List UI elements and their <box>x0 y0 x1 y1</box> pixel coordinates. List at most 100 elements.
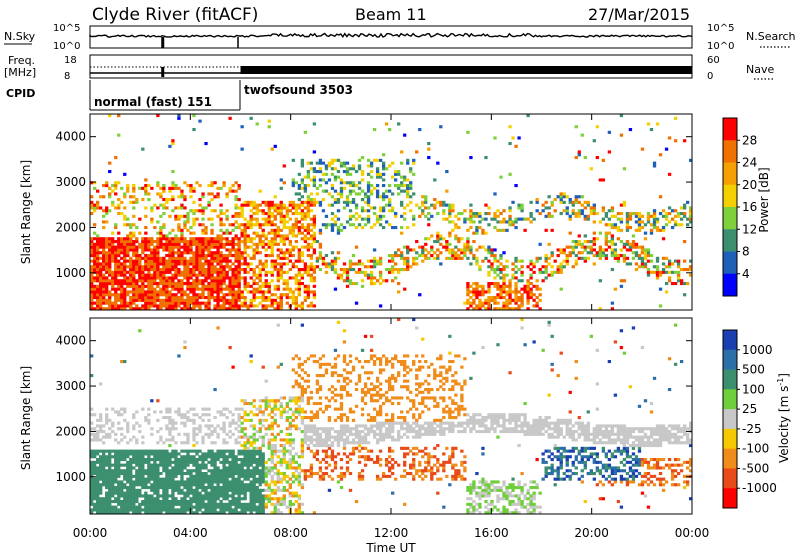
heatmap-cell <box>288 209 292 213</box>
heatmap-cell <box>478 226 482 230</box>
heatmap-cell <box>174 234 178 238</box>
heatmap-cell <box>219 469 223 473</box>
heatmap-cell <box>264 497 268 501</box>
heatmap-cell <box>222 413 226 417</box>
heatmap-cell <box>499 293 503 297</box>
heatmap-cell <box>252 474 256 478</box>
heatmap-cell <box>231 268 235 272</box>
heatmap-cell <box>372 262 377 266</box>
heatmap-cell <box>261 265 265 269</box>
heatmap-cell <box>174 245 178 249</box>
heatmap-cell <box>514 184 518 188</box>
heatmap-cell <box>120 296 124 300</box>
heatmap-cell <box>646 212 651 216</box>
heatmap-cell <box>345 284 350 288</box>
heatmap-cell <box>180 474 184 478</box>
heatmap-cell <box>234 189 238 193</box>
heatmap-cell <box>327 192 332 196</box>
heatmap-cell <box>150 304 154 308</box>
heatmap-cell <box>183 466 187 470</box>
heatmap-cell <box>243 452 247 456</box>
heatmap-cell <box>279 220 283 224</box>
heatmap-cell <box>318 251 323 255</box>
heatmap-cell <box>138 474 142 478</box>
heatmap-cell <box>210 452 214 456</box>
heatmap-cell <box>96 508 100 512</box>
heatmap-cell <box>369 273 374 277</box>
heatmap-cell <box>93 209 97 213</box>
heatmap-cell <box>288 268 292 272</box>
heatmap-cell <box>174 466 178 470</box>
heatmap-cell <box>318 161 323 165</box>
heatmap-cell <box>120 469 124 473</box>
heatmap-cell <box>126 237 130 241</box>
heatmap-cell <box>529 293 533 297</box>
heatmap-cell <box>234 472 238 476</box>
heatmap-cell <box>93 203 97 207</box>
heatmap-cell <box>255 413 259 417</box>
heatmap-cell <box>406 265 410 269</box>
heatmap-cell <box>123 360 127 364</box>
heatmap-cell <box>363 209 368 213</box>
heatmap-cell <box>204 491 208 495</box>
heatmap-cell <box>442 212 446 216</box>
heatmap-cell <box>679 279 684 283</box>
heatmap-cell <box>195 279 199 283</box>
heatmap-cell <box>201 407 205 411</box>
heatmap-cell <box>213 455 217 459</box>
heatmap-cell <box>391 254 395 258</box>
heatmap-cell <box>168 231 172 235</box>
heatmap-cell <box>670 262 675 266</box>
heatmap-cell <box>93 413 97 417</box>
heatmap-cell <box>114 290 118 294</box>
heatmap-cell <box>171 488 175 492</box>
heatmap-cell <box>207 460 211 464</box>
heatmap-cell <box>144 458 148 462</box>
heatmap-cell <box>165 301 169 305</box>
heatmap-cell <box>192 430 196 434</box>
heatmap-cell <box>153 452 157 456</box>
heatmap-cell <box>150 399 154 403</box>
heatmap-cell <box>640 248 645 252</box>
heatmap-cell <box>351 200 356 204</box>
heatmap-cell <box>228 463 232 467</box>
heatmap-cell <box>117 237 121 241</box>
heatmap-cell <box>619 114 624 118</box>
heatmap-cell <box>384 220 389 224</box>
heatmap-cell <box>192 296 196 300</box>
heatmap-cell <box>147 248 151 252</box>
heatmap-cell <box>102 307 106 311</box>
heatmap-cell <box>198 486 202 490</box>
heatmap-cell <box>123 483 127 487</box>
heatmap-cell <box>168 407 172 411</box>
heatmap-cell <box>219 413 223 417</box>
heatmap-cell <box>490 248 494 252</box>
heatmap-cell <box>544 259 548 263</box>
heatmap-cell <box>222 223 226 227</box>
heatmap-cell <box>105 184 109 188</box>
heatmap-cell <box>613 214 618 218</box>
heatmap-cell <box>228 284 232 288</box>
heatmap-cell <box>189 505 193 509</box>
heatmap-cell <box>688 220 693 224</box>
heatmap-cell <box>688 206 693 210</box>
heatmap-cell <box>309 273 314 277</box>
heatmap-cell <box>219 296 223 300</box>
heatmap-cell <box>213 279 217 283</box>
heatmap-cell <box>195 282 199 286</box>
heatmap-cell <box>210 251 214 255</box>
heatmap-cell <box>240 444 244 448</box>
heatmap-cell <box>333 270 338 274</box>
heatmap-cell <box>189 455 193 459</box>
heatmap-cell <box>294 276 298 280</box>
heatmap-cell <box>249 424 253 428</box>
heatmap-cell <box>330 217 335 221</box>
heatmap-cell <box>138 273 142 277</box>
heatmap-cell <box>658 228 663 232</box>
heatmap-cell <box>279 251 283 255</box>
heatmap-cell <box>219 307 223 311</box>
heatmap-cell <box>228 435 232 439</box>
heatmap-cell <box>138 483 142 487</box>
heatmap-cell <box>237 298 241 302</box>
heatmap-cell <box>267 242 271 246</box>
